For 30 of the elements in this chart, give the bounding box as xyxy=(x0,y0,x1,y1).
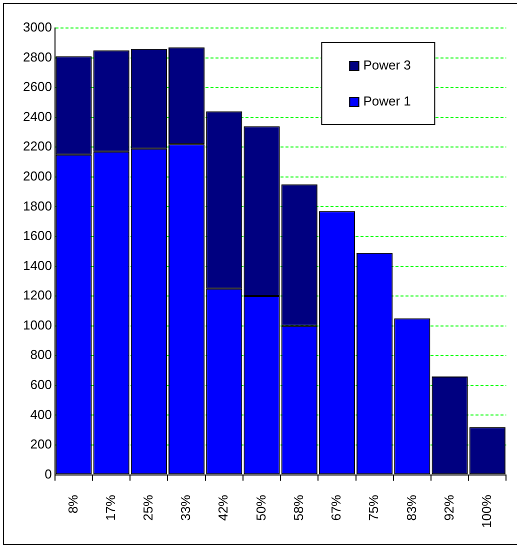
y-tick-label: 800 xyxy=(30,347,52,362)
y-tick-label: 3000 xyxy=(23,20,52,35)
y-tick-label: 1000 xyxy=(23,317,52,332)
y-tick-label: 600 xyxy=(30,376,52,392)
x-tick-label: 58% xyxy=(290,494,306,521)
y-tick-label: 2600 xyxy=(23,79,52,94)
y-tick-label: 1200 xyxy=(23,288,52,303)
y-tick-label: 1600 xyxy=(23,228,52,244)
y-tick-label: 2000 xyxy=(23,168,52,184)
x-tick-label: 100% xyxy=(478,494,494,528)
y-tick-label: 0 xyxy=(44,466,52,482)
y-tick-label: 200 xyxy=(30,436,52,452)
y-tick-label: 2800 xyxy=(23,49,52,64)
x-tick-label: 92% xyxy=(441,494,456,521)
x-tick-label: 17% xyxy=(102,494,118,521)
y-tick-label: 400 xyxy=(30,406,52,422)
x-tick-label: 83% xyxy=(404,494,419,521)
y-tick-label: 1800 xyxy=(23,198,52,214)
x-tick-label: 67% xyxy=(328,494,344,521)
y-tick-label: 1400 xyxy=(23,258,52,273)
legend-label: Power 3 xyxy=(363,58,411,73)
x-tick-label: 33% xyxy=(178,494,194,521)
x-tick-label: 50% xyxy=(253,494,268,521)
x-tick-label: 8% xyxy=(65,494,80,514)
x-tick-label: 25% xyxy=(140,494,156,521)
legend-label: Power 1 xyxy=(363,94,411,109)
y-tick-label: 2200 xyxy=(23,138,52,154)
y-tick-label: 2400 xyxy=(23,108,52,124)
x-tick-label: 75% xyxy=(366,494,382,521)
x-tick-label: 42% xyxy=(216,494,231,521)
